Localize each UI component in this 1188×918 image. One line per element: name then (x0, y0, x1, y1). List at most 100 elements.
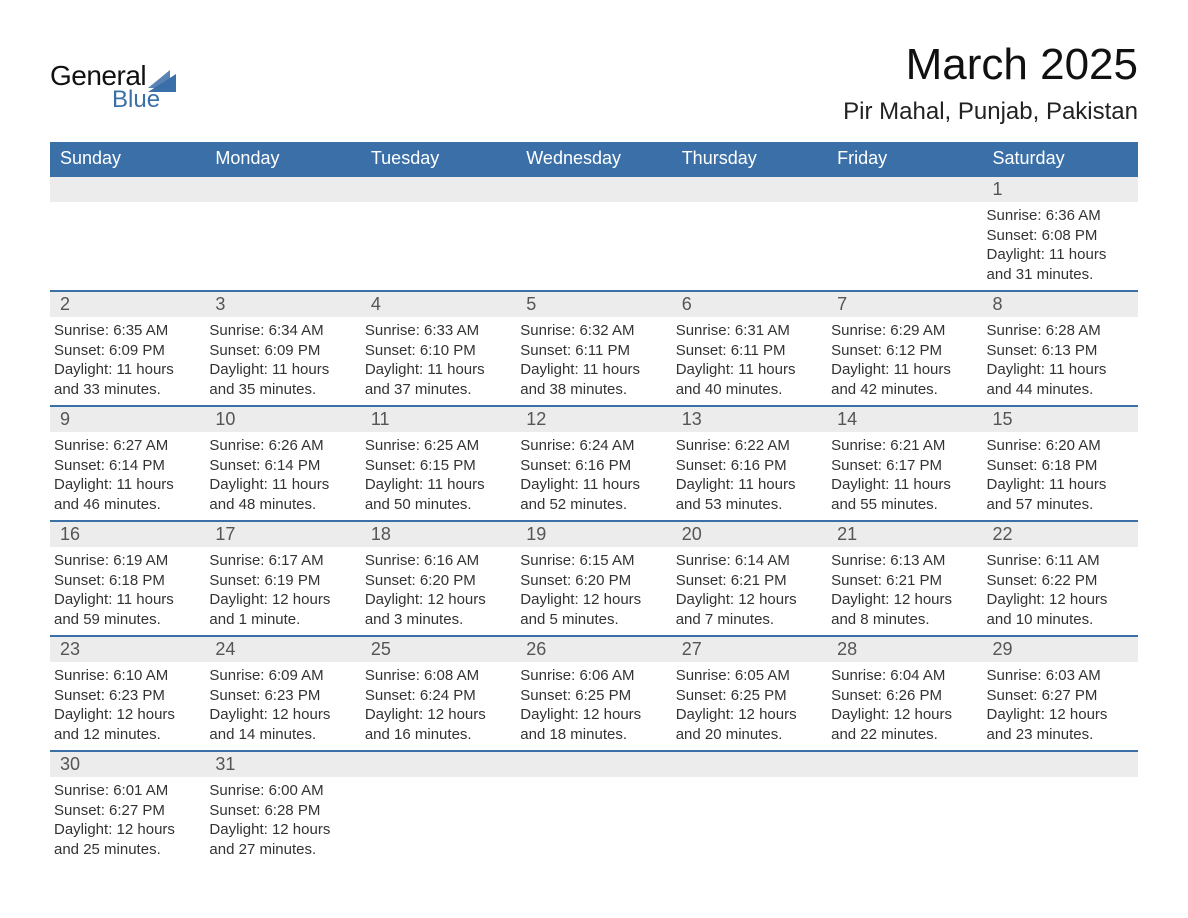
daylight-line: Daylight: 12 hours and 18 minutes. (520, 705, 667, 744)
daylight-line: Daylight: 12 hours and 27 minutes. (209, 820, 356, 859)
sunrise-line: Sunrise: 6:17 AM (209, 551, 356, 571)
calendar-cell (516, 176, 671, 291)
calendar-cell: 26Sunrise: 6:06 AMSunset: 6:25 PMDayligh… (516, 636, 671, 751)
daylight-line: Daylight: 11 hours and 57 minutes. (987, 475, 1134, 514)
day-number: 25 (361, 637, 516, 662)
day-details: Sunrise: 6:36 AMSunset: 6:08 PMDaylight:… (983, 202, 1138, 290)
sunrise-line: Sunrise: 6:29 AM (831, 321, 978, 341)
day-details: Sunrise: 6:11 AMSunset: 6:22 PMDaylight:… (983, 547, 1138, 635)
sunrise-line: Sunrise: 6:01 AM (54, 781, 201, 801)
daylight-line: Daylight: 11 hours and 59 minutes. (54, 590, 201, 629)
sunrise-line: Sunrise: 6:27 AM (54, 436, 201, 456)
calendar-cell: 2Sunrise: 6:35 AMSunset: 6:09 PMDaylight… (50, 291, 205, 406)
daylight-line: Daylight: 11 hours and 31 minutes. (987, 245, 1134, 284)
calendar-cell: 30Sunrise: 6:01 AMSunset: 6:27 PMDayligh… (50, 751, 205, 865)
calendar-cell: 12Sunrise: 6:24 AMSunset: 6:16 PMDayligh… (516, 406, 671, 521)
daylight-line: Daylight: 11 hours and 52 minutes. (520, 475, 667, 514)
daylight-line: Daylight: 12 hours and 14 minutes. (209, 705, 356, 744)
day-details: Sunrise: 6:26 AMSunset: 6:14 PMDaylight:… (205, 432, 360, 520)
day-number (827, 177, 982, 202)
calendar-cell: 16Sunrise: 6:19 AMSunset: 6:18 PMDayligh… (50, 521, 205, 636)
day-number: 30 (50, 752, 205, 777)
day-number: 4 (361, 292, 516, 317)
sunrise-line: Sunrise: 6:35 AM (54, 321, 201, 341)
sunset-line: Sunset: 6:21 PM (676, 571, 823, 591)
daylight-line: Daylight: 12 hours and 3 minutes. (365, 590, 512, 629)
calendar-week-row: 16Sunrise: 6:19 AMSunset: 6:18 PMDayligh… (50, 521, 1138, 636)
calendar-cell (361, 751, 516, 865)
day-details: Sunrise: 6:27 AMSunset: 6:14 PMDaylight:… (50, 432, 205, 520)
day-number: 28 (827, 637, 982, 662)
calendar-cell: 20Sunrise: 6:14 AMSunset: 6:21 PMDayligh… (672, 521, 827, 636)
day-number: 19 (516, 522, 671, 547)
day-number: 14 (827, 407, 982, 432)
sunset-line: Sunset: 6:27 PM (987, 686, 1134, 706)
sunset-line: Sunset: 6:23 PM (209, 686, 356, 706)
daylight-line: Daylight: 11 hours and 38 minutes. (520, 360, 667, 399)
calendar-cell: 19Sunrise: 6:15 AMSunset: 6:20 PMDayligh… (516, 521, 671, 636)
calendar-cell (50, 176, 205, 291)
weekday-header: Friday (827, 142, 982, 176)
sunrise-line: Sunrise: 6:33 AM (365, 321, 512, 341)
day-number: 31 (205, 752, 360, 777)
sunrise-line: Sunrise: 6:26 AM (209, 436, 356, 456)
daylight-line: Daylight: 11 hours and 48 minutes. (209, 475, 356, 514)
calendar-cell (827, 751, 982, 865)
calendar-cell: 31Sunrise: 6:00 AMSunset: 6:28 PMDayligh… (205, 751, 360, 865)
sunrise-line: Sunrise: 6:15 AM (520, 551, 667, 571)
sunset-line: Sunset: 6:18 PM (54, 571, 201, 591)
daylight-line: Daylight: 12 hours and 16 minutes. (365, 705, 512, 744)
day-number (361, 177, 516, 202)
calendar-cell: 18Sunrise: 6:16 AMSunset: 6:20 PMDayligh… (361, 521, 516, 636)
day-number: 20 (672, 522, 827, 547)
daylight-line: Daylight: 11 hours and 53 minutes. (676, 475, 823, 514)
day-number: 27 (672, 637, 827, 662)
sunrise-line: Sunrise: 6:03 AM (987, 666, 1134, 686)
calendar-cell: 7Sunrise: 6:29 AMSunset: 6:12 PMDaylight… (827, 291, 982, 406)
day-details: Sunrise: 6:32 AMSunset: 6:11 PMDaylight:… (516, 317, 671, 405)
sunset-line: Sunset: 6:25 PM (676, 686, 823, 706)
sunrise-line: Sunrise: 6:08 AM (365, 666, 512, 686)
day-details: Sunrise: 6:17 AMSunset: 6:19 PMDaylight:… (205, 547, 360, 635)
day-number (983, 752, 1138, 777)
sunrise-line: Sunrise: 6:00 AM (209, 781, 356, 801)
sunrise-line: Sunrise: 6:22 AM (676, 436, 823, 456)
day-number: 7 (827, 292, 982, 317)
calendar-cell: 22Sunrise: 6:11 AMSunset: 6:22 PMDayligh… (983, 521, 1138, 636)
day-number: 2 (50, 292, 205, 317)
day-details: Sunrise: 6:35 AMSunset: 6:09 PMDaylight:… (50, 317, 205, 405)
day-details: Sunrise: 6:09 AMSunset: 6:23 PMDaylight:… (205, 662, 360, 750)
day-number: 23 (50, 637, 205, 662)
day-number: 6 (672, 292, 827, 317)
sunset-line: Sunset: 6:22 PM (987, 571, 1134, 591)
day-details: Sunrise: 6:15 AMSunset: 6:20 PMDaylight:… (516, 547, 671, 635)
daylight-line: Daylight: 11 hours and 46 minutes. (54, 475, 201, 514)
calendar-cell: 10Sunrise: 6:26 AMSunset: 6:14 PMDayligh… (205, 406, 360, 521)
sunrise-line: Sunrise: 6:13 AM (831, 551, 978, 571)
day-number (516, 752, 671, 777)
day-number: 15 (983, 407, 1138, 432)
page-title: March 2025 (843, 40, 1138, 90)
sunset-line: Sunset: 6:19 PM (209, 571, 356, 591)
sunset-line: Sunset: 6:15 PM (365, 456, 512, 476)
daylight-line: Daylight: 11 hours and 44 minutes. (987, 360, 1134, 399)
day-number: 1 (983, 177, 1138, 202)
brand-word-2: Blue (112, 86, 176, 114)
sunset-line: Sunset: 6:14 PM (54, 456, 201, 476)
day-details: Sunrise: 6:03 AMSunset: 6:27 PMDaylight:… (983, 662, 1138, 750)
day-number (827, 752, 982, 777)
sunset-line: Sunset: 6:09 PM (54, 341, 201, 361)
calendar-cell: 28Sunrise: 6:04 AMSunset: 6:26 PMDayligh… (827, 636, 982, 751)
weekday-header: Saturday (983, 142, 1138, 176)
day-number: 12 (516, 407, 671, 432)
daylight-line: Daylight: 12 hours and 23 minutes. (987, 705, 1134, 744)
day-number: 10 (205, 407, 360, 432)
calendar-cell: 11Sunrise: 6:25 AMSunset: 6:15 PMDayligh… (361, 406, 516, 521)
day-number: 16 (50, 522, 205, 547)
weekday-header: Monday (205, 142, 360, 176)
day-details: Sunrise: 6:13 AMSunset: 6:21 PMDaylight:… (827, 547, 982, 635)
day-details: Sunrise: 6:10 AMSunset: 6:23 PMDaylight:… (50, 662, 205, 750)
sunset-line: Sunset: 6:27 PM (54, 801, 201, 821)
sunrise-line: Sunrise: 6:28 AM (987, 321, 1134, 341)
day-number (361, 752, 516, 777)
